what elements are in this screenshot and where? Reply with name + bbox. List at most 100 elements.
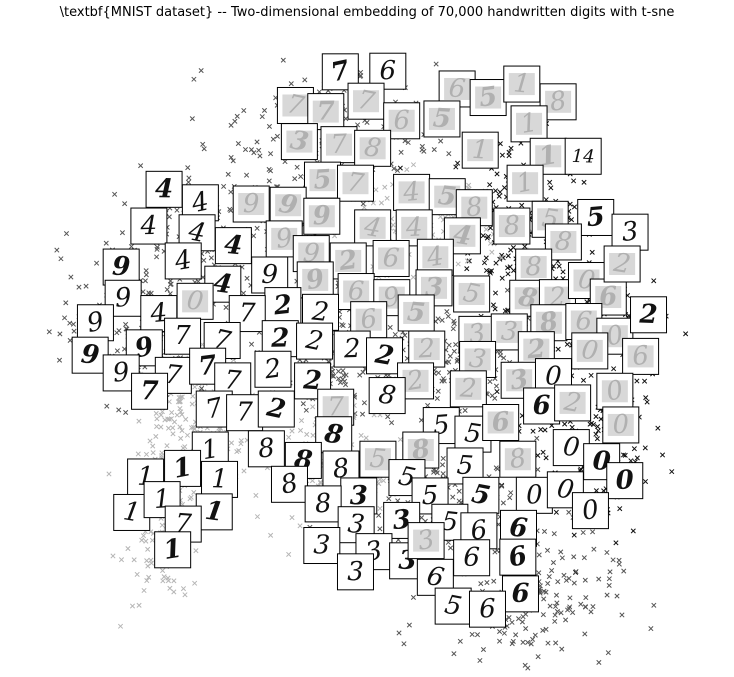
scatter-point [555, 346, 561, 352]
scatter-point [487, 270, 493, 276]
scatter-point [188, 494, 194, 500]
scatter-point [184, 432, 191, 438]
thumbnail-digit-label: 6 [447, 73, 467, 105]
thumbnail-digit-label: 5 [585, 202, 606, 233]
scatter-point [389, 420, 395, 426]
scatter-point [497, 629, 503, 635]
scatter-point [397, 436, 403, 443]
scatter-point [448, 545, 454, 551]
scatter-point [483, 226, 489, 232]
digit-thumbnail: 7 [276, 86, 314, 124]
scatter-point [165, 575, 171, 581]
scatter-point [634, 455, 640, 461]
thumbnail-frame [226, 394, 264, 432]
thumbnail-digit-label: 2 [303, 325, 326, 358]
scatter-point [154, 246, 160, 252]
scatter-point [343, 382, 349, 388]
thumbnail-frame [131, 372, 169, 410]
thumbnail-digit-label: 7 [328, 55, 352, 88]
scatter-point [445, 313, 451, 319]
digit-thumbnail: 8 [493, 207, 531, 245]
scatter-point [179, 411, 185, 418]
scatter-point [497, 353, 503, 359]
scatter-point [523, 626, 529, 632]
scatter-point [541, 528, 548, 535]
digit-thumbnail: 9 [76, 304, 114, 342]
scatter-point [540, 627, 546, 634]
scatter-point [257, 153, 263, 159]
thumbnail-digit-label: 0 [615, 465, 635, 496]
scatter-point [447, 353, 453, 359]
scatter-point [488, 240, 494, 246]
scatter-point [234, 113, 240, 119]
thumbnail-frame [145, 170, 183, 208]
scatter-point [117, 623, 124, 629]
thumbnail-noise [422, 246, 449, 269]
scatter-point [441, 378, 447, 384]
thumbnail-digit-label: 8 [548, 86, 569, 118]
scatter-point [166, 214, 172, 220]
scatter-point [582, 631, 588, 637]
scatter-point [506, 614, 512, 621]
scatter-point [532, 632, 538, 638]
scatter-point [386, 496, 392, 502]
scatter-point [232, 118, 238, 124]
scatter-point [593, 414, 599, 420]
scatter-point [185, 179, 192, 185]
digit-thumbnail: 6 [499, 538, 537, 576]
scatter-point [139, 537, 145, 543]
scatter-point [545, 640, 551, 646]
scatter-point [588, 372, 594, 378]
thumbnail-digit-label: 2 [271, 290, 293, 322]
scatter-point [530, 428, 536, 434]
scatter-point [610, 557, 616, 563]
thumbnail-digit-label: 4 [361, 212, 383, 245]
thumbnail-frame [254, 350, 292, 388]
scatter-point [566, 575, 572, 582]
scatter-point [318, 480, 324, 486]
scatter-point [483, 255, 489, 261]
scatter-point [363, 435, 369, 441]
digit-thumbnail: 9 [102, 248, 140, 286]
scatter-point [118, 557, 125, 563]
scatter-point [546, 574, 552, 580]
scatter-point [71, 328, 77, 334]
scatter-point [186, 175, 192, 181]
scatter-point [310, 432, 316, 438]
digit-thumbnail: 6 [383, 102, 421, 140]
scatter-point [143, 272, 149, 278]
scatter-point [282, 159, 288, 165]
scatter-point [240, 290, 247, 296]
scatter-point [377, 526, 383, 532]
thumbnail-noise [378, 247, 405, 270]
scatter-point [620, 452, 627, 458]
scatter-point [268, 151, 274, 157]
digit-thumbnail: 2 [329, 242, 367, 280]
scatter-point [487, 182, 493, 188]
scatter-point [536, 552, 542, 558]
scatter-point [613, 540, 619, 546]
scatter-point [569, 424, 575, 430]
scatter-point [391, 166, 397, 172]
scatter-point [550, 559, 556, 566]
digit-thumbnail: 9 [232, 185, 270, 223]
scatter-point [525, 665, 531, 671]
scatter-point [153, 410, 159, 416]
scatter-point [651, 602, 657, 608]
scatter-point [254, 225, 260, 231]
scatter-point [136, 602, 142, 608]
scatter-point [433, 61, 439, 67]
thumbnail-digit-label: 4 [401, 177, 421, 208]
digit-thumbnail: 7 [347, 82, 385, 120]
scatter-point [425, 402, 431, 409]
scatter-point [440, 471, 446, 477]
digit-thumbnail: 3 [611, 213, 649, 251]
scatter-point [143, 538, 149, 544]
scatter-point [192, 384, 198, 390]
scatter-point [580, 377, 587, 383]
scatter-point [162, 417, 168, 423]
scatter-point [464, 266, 470, 272]
scatter-point [543, 455, 549, 461]
thumbnail-digit-label: 7 [284, 89, 307, 122]
scatter-point [604, 549, 610, 556]
